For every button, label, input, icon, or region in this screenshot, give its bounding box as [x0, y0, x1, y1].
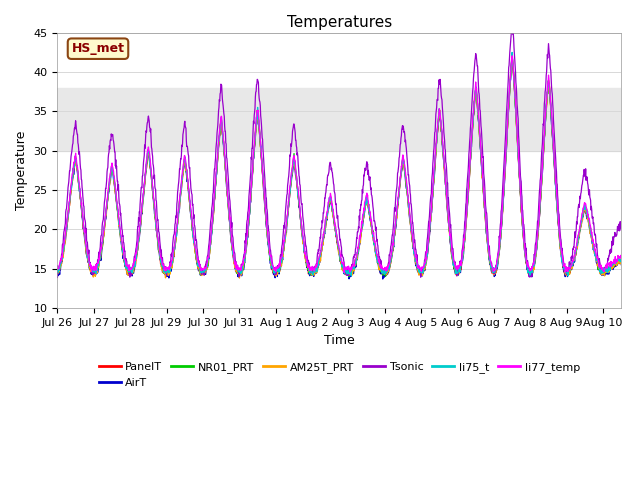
- PanelT: [508, 54, 516, 60]
- li77_temp: [481, 199, 488, 204]
- li77_temp: [216, 124, 224, 130]
- PanelT: [618, 257, 625, 263]
- Line: PanelT: PanelT: [58, 57, 621, 277]
- li75_t: [543, 92, 551, 97]
- Line: AM25T_PRT: AM25T_PRT: [58, 58, 621, 278]
- li75_t: [165, 268, 173, 274]
- Tsonic: [543, 60, 551, 65]
- X-axis label: Time: Time: [324, 334, 355, 347]
- AirT: [268, 265, 275, 271]
- AirT: [618, 262, 625, 268]
- AM25T_PRT: [618, 260, 625, 266]
- Tsonic: [618, 228, 625, 233]
- Tsonic: [268, 253, 275, 259]
- li75_t: [618, 259, 625, 265]
- AirT: [54, 274, 61, 280]
- AM25T_PRT: [165, 269, 173, 275]
- Tsonic: [155, 229, 163, 235]
- AM25T_PRT: [216, 127, 224, 133]
- AirT: [379, 276, 387, 282]
- Line: li77_temp: li77_temp: [58, 56, 621, 273]
- NR01_PRT: [618, 256, 625, 262]
- NR01_PRT: [54, 265, 61, 271]
- PanelT: [543, 90, 551, 96]
- li77_temp: [618, 254, 625, 260]
- AM25T_PRT: [54, 272, 61, 277]
- PanelT: [481, 202, 488, 208]
- li75_t: [216, 126, 224, 132]
- AirT: [165, 269, 173, 275]
- NR01_PRT: [216, 124, 224, 130]
- Title: Temperatures: Temperatures: [287, 15, 392, 30]
- li75_t: [155, 243, 163, 249]
- li75_t: [268, 261, 275, 266]
- li77_temp: [508, 53, 516, 59]
- Tsonic: [480, 174, 488, 180]
- li77_temp: [165, 267, 173, 273]
- li75_t: [54, 269, 61, 275]
- AirT: [216, 127, 224, 133]
- Tsonic: [165, 265, 173, 271]
- Tsonic: [508, 30, 515, 36]
- AM25T_PRT: [543, 92, 551, 98]
- Legend: PanelT, AirT, NR01_PRT, AM25T_PRT, Tsonic, li75_t, li77_temp: PanelT, AirT, NR01_PRT, AM25T_PRT, Tsoni…: [94, 358, 584, 392]
- NR01_PRT: [345, 274, 353, 280]
- NR01_PRT: [481, 205, 488, 211]
- AirT: [155, 248, 163, 254]
- NR01_PRT: [508, 53, 516, 59]
- AM25T_PRT: [236, 275, 243, 281]
- Line: li75_t: li75_t: [58, 52, 621, 276]
- li77_temp: [543, 85, 551, 91]
- Tsonic: [54, 275, 61, 280]
- NR01_PRT: [543, 89, 551, 95]
- Tsonic: [216, 91, 224, 96]
- NR01_PRT: [165, 267, 173, 273]
- li77_temp: [340, 270, 348, 276]
- NR01_PRT: [155, 246, 163, 252]
- Line: Tsonic: Tsonic: [58, 33, 621, 277]
- AirT: [543, 91, 551, 97]
- Y-axis label: Temperature: Temperature: [15, 131, 28, 210]
- AM25T_PRT: [155, 247, 163, 252]
- li77_temp: [54, 263, 61, 269]
- AirT: [508, 56, 516, 61]
- li77_temp: [155, 240, 163, 245]
- li77_temp: [268, 258, 275, 264]
- NR01_PRT: [268, 259, 275, 265]
- PanelT: [54, 270, 61, 276]
- AM25T_PRT: [268, 261, 275, 267]
- PanelT: [162, 274, 170, 280]
- Text: HS_met: HS_met: [72, 42, 125, 55]
- Line: NR01_PRT: NR01_PRT: [58, 56, 621, 277]
- li75_t: [508, 49, 516, 55]
- AM25T_PRT: [508, 55, 516, 61]
- Line: AirT: AirT: [58, 59, 621, 279]
- AM25T_PRT: [481, 204, 488, 209]
- PanelT: [268, 261, 275, 266]
- PanelT: [155, 244, 163, 250]
- Bar: [58, 88, 621, 151]
- li75_t: [480, 196, 488, 202]
- PanelT: [216, 122, 224, 128]
- PanelT: [166, 265, 173, 271]
- li75_t: [564, 273, 572, 279]
- AirT: [481, 205, 488, 211]
